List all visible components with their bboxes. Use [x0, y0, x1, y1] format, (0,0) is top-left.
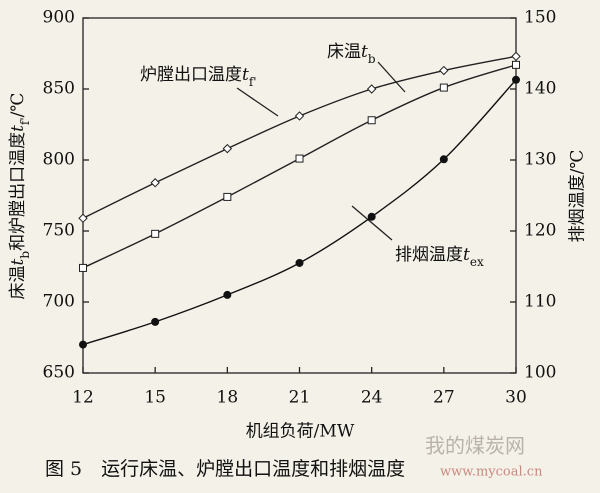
series-label-subscript: b: [368, 52, 376, 66]
marker: [79, 263, 87, 272]
y2-tick-label: 150: [524, 8, 556, 28]
series-label: 炉膛出口温度tf': [140, 65, 257, 89]
x-tick-label: 15: [144, 388, 166, 408]
y2-tick-label: 100: [524, 363, 556, 383]
watermark: www.mycoal.cn: [440, 465, 543, 480]
marker: [223, 290, 232, 299]
series-label-name: 床温: [327, 42, 361, 62]
marker: [295, 258, 304, 267]
series-label-name: 炉膛出口温度: [140, 65, 242, 85]
leader-line: [351, 205, 393, 241]
x-tick-label: 24: [361, 388, 383, 408]
y-axis-label-part: t: [8, 125, 28, 132]
x-tick-label: 27: [433, 388, 455, 408]
y-tick-label: 650: [43, 363, 75, 383]
series-label: 排烟温度tex: [395, 245, 484, 269]
marker: [511, 51, 521, 62]
series-label-symbol: t: [463, 245, 470, 265]
y-tick-label: 900: [43, 8, 75, 28]
y-axis-label-part: t: [8, 258, 28, 265]
series-label-subscript: ex: [470, 255, 484, 269]
marker: [78, 213, 88, 223]
y-tick-label: 850: [43, 79, 75, 99]
x-axis-label: 机组负荷/MW: [246, 422, 355, 442]
watermark: 我的煤炭网: [425, 434, 525, 458]
series-label: 床温tb: [327, 42, 376, 66]
marker: [79, 340, 87, 349]
y-axis-label: 床温tb和炉膛出口温度tf'/℃: [8, 93, 32, 300]
x-tick-label: 12: [72, 388, 94, 408]
x-tick-label: 21: [289, 388, 311, 408]
x-tick-label: 30: [505, 388, 527, 408]
y-axis-label-part: /℃: [8, 93, 28, 118]
marker: [439, 83, 448, 92]
y2-tick-label: 120: [524, 221, 556, 241]
y-tick-label: 700: [43, 292, 75, 312]
marker: [294, 111, 305, 121]
marker: [295, 154, 304, 163]
y2-axis-label: 排烟温度/℃: [568, 150, 588, 243]
series-label-name: 排烟温度: [395, 245, 463, 265]
x-tick-label: 18: [217, 388, 239, 408]
marker: [222, 143, 233, 154]
marker: [223, 192, 232, 201]
marker: [512, 60, 520, 69]
y2-tick-label: 140: [524, 79, 556, 99]
y-axis-label-part: 床温: [8, 265, 28, 299]
y-tick-label: 750: [43, 221, 75, 241]
y2-tick-label: 110: [524, 292, 556, 312]
leader-line: [377, 61, 406, 93]
marker: [151, 317, 160, 326]
y-axis-label-part: f': [18, 117, 32, 125]
series-label-symbol: t: [361, 42, 368, 62]
series-label-symbol: t: [242, 65, 249, 85]
marker: [367, 212, 376, 221]
caption: 图 5 运行床温、炉膛出口温度和排烟温度: [45, 458, 405, 480]
y-axis-label-part: 和炉膛出口温度: [8, 132, 28, 251]
marker: [512, 75, 520, 84]
marker: [439, 65, 449, 76]
marker: [366, 84, 377, 94]
y-tick-label: 800: [43, 150, 75, 170]
marker: [439, 155, 448, 164]
series-label-subscript: f': [249, 75, 257, 89]
marker: [151, 229, 160, 238]
y-axis-label-part: b: [18, 251, 32, 259]
y2-tick-label: 130: [524, 150, 556, 170]
marker: [367, 116, 376, 125]
leader-line: [236, 87, 279, 117]
marker: [150, 178, 160, 188]
